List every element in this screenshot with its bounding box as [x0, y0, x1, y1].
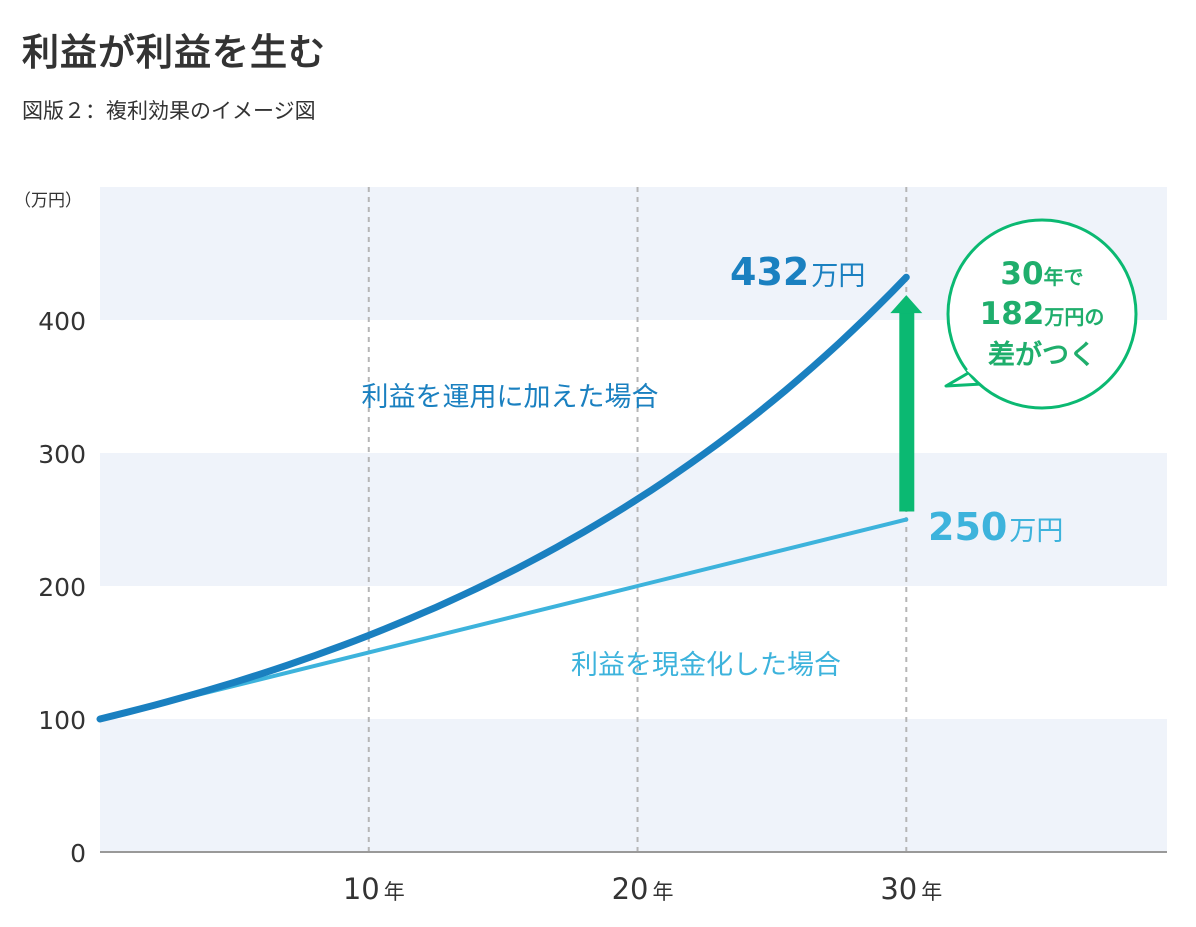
callout-line-3: 差がつく	[988, 339, 1096, 371]
y-unit-label: （万円）	[14, 191, 82, 211]
y-tick-label: 200	[38, 573, 86, 602]
callout-circle	[946, 218, 1138, 410]
callout-tail-mask	[966, 367, 984, 383]
callout-line-1: 30年で	[1000, 256, 1083, 292]
series-line-compound	[96, 273, 910, 723]
end-label-compound: 432万円	[730, 250, 865, 294]
y-tick-labels: 0 100 200 300 400	[38, 307, 86, 868]
band-1	[100, 453, 1167, 586]
chart-title: 利益が利益を生む	[22, 31, 326, 74]
y-tick-label: 100	[38, 706, 86, 735]
series-label-compound: 利益を運用に加えた場合	[362, 382, 659, 413]
series-lines	[96, 273, 910, 723]
background-bands	[100, 187, 1167, 852]
x-tick-label: 10 年	[343, 872, 405, 906]
chart-subtitle: 図版２：複利効果のイメージ図	[22, 99, 316, 123]
x-tick-labels: 10 年 20 年 30 年	[343, 872, 942, 906]
arrow-shaft	[899, 309, 915, 512]
difference-arrow	[890, 295, 923, 512]
y-tick-label: 400	[38, 307, 86, 336]
band-0	[100, 719, 1167, 852]
series-label-simple: 利益を現金化した場合	[571, 650, 841, 681]
y-tick-label: 300	[38, 440, 86, 469]
x-tick-label: 30 年	[880, 872, 942, 906]
arrow-head	[890, 295, 923, 314]
callout-line-2: 182万円の	[980, 296, 1105, 332]
end-label-simple: 250万円	[928, 505, 1063, 549]
y-tick-label: 0	[70, 839, 86, 868]
x-tick-label: 20 年	[612, 872, 674, 906]
